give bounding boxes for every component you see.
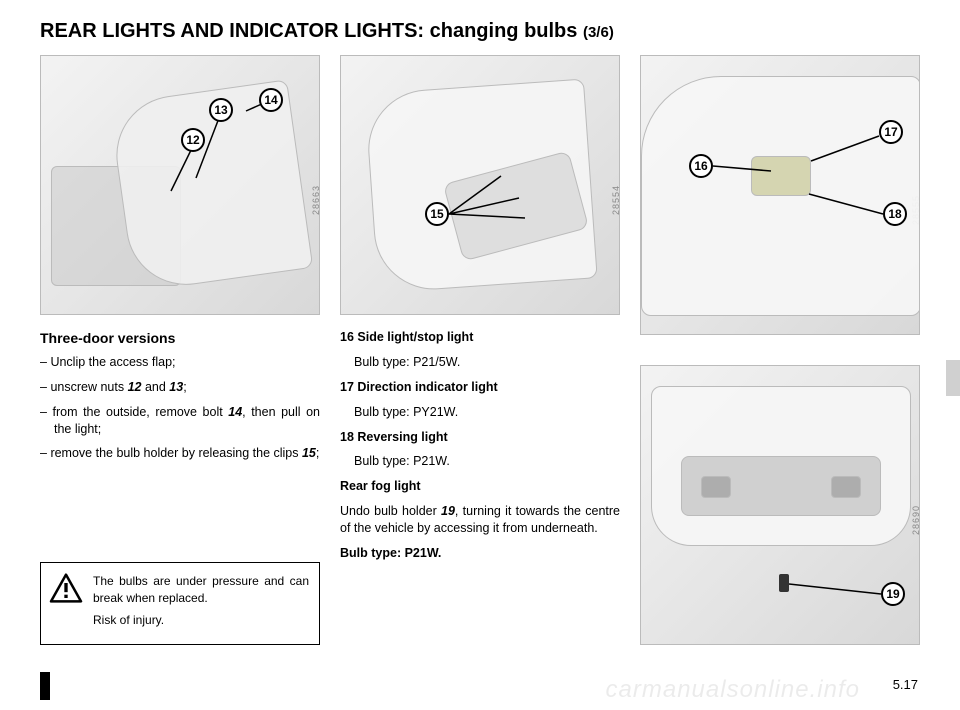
col1-text: Three-door versions Unclip the access fl… [40,329,320,470]
footer-mark [40,672,50,700]
page-number: 5.17 [893,677,918,692]
figure-4: 28690 19 [640,365,920,645]
col1-heading: Three-door versions [40,329,320,348]
fog-bulb: Bulb type: P21W. [340,545,620,562]
page-title: REAR LIGHTS AND INDICATOR LIGHTS: changi… [40,20,920,43]
col1-step-2: unscrew nuts 12 and 13; [40,379,320,396]
side-tab [946,360,960,396]
title-main: REAR LIGHTS AND INDICATOR LIGHTS: changi… [40,20,577,42]
watermark: carmanualsonline.info [606,676,860,704]
callout-16: 16 [689,154,713,178]
callout-14: 14 [259,88,283,112]
col1-step-1: Unclip the access flap; [40,354,320,371]
warning-text-2: Risk of injury. [93,612,309,628]
figure-1: 28663 12 13 14 [40,55,320,315]
light-16-label: 16 16 Side light/stop lightSide light/st… [340,329,620,346]
warning-box: The bulbs are under pressure and can bre… [40,562,320,645]
col1-step-4: remove the bulb holder by releasing the … [40,445,320,462]
callout-13: 13 [209,98,233,122]
callout-19: 19 [881,582,905,606]
callout-17: 17 [879,120,903,144]
light-16-bulb: Bulb type: P21/5W. [340,354,620,371]
light-18-label: 18 Reversing light [340,429,620,446]
col1-step-3: from the outside, remove bolt 14, then p… [40,404,320,438]
fog-text: Undo bulb holder 19, turning it towards … [340,503,620,537]
figure-3: 28555 16 17 18 [640,55,920,335]
figure-2: 28554 15 [340,55,620,315]
title-sub: (3/6) [583,24,614,41]
col2-text: 16 16 Side light/stop lightSide light/st… [340,329,620,570]
callout-12: 12 [181,128,205,152]
light-18-bulb: Bulb type: P21W. [340,453,620,470]
fog-heading: Rear fog light [340,479,421,493]
callout-18: 18 [883,202,907,226]
warning-text-1: The bulbs are under pressure and can bre… [93,573,309,605]
light-17-bulb: Bulb type: PY21W. [340,404,620,421]
light-17-label: 17 Direction indicator light [340,379,620,396]
warning-icon [49,573,83,603]
callout-15: 15 [425,202,449,226]
